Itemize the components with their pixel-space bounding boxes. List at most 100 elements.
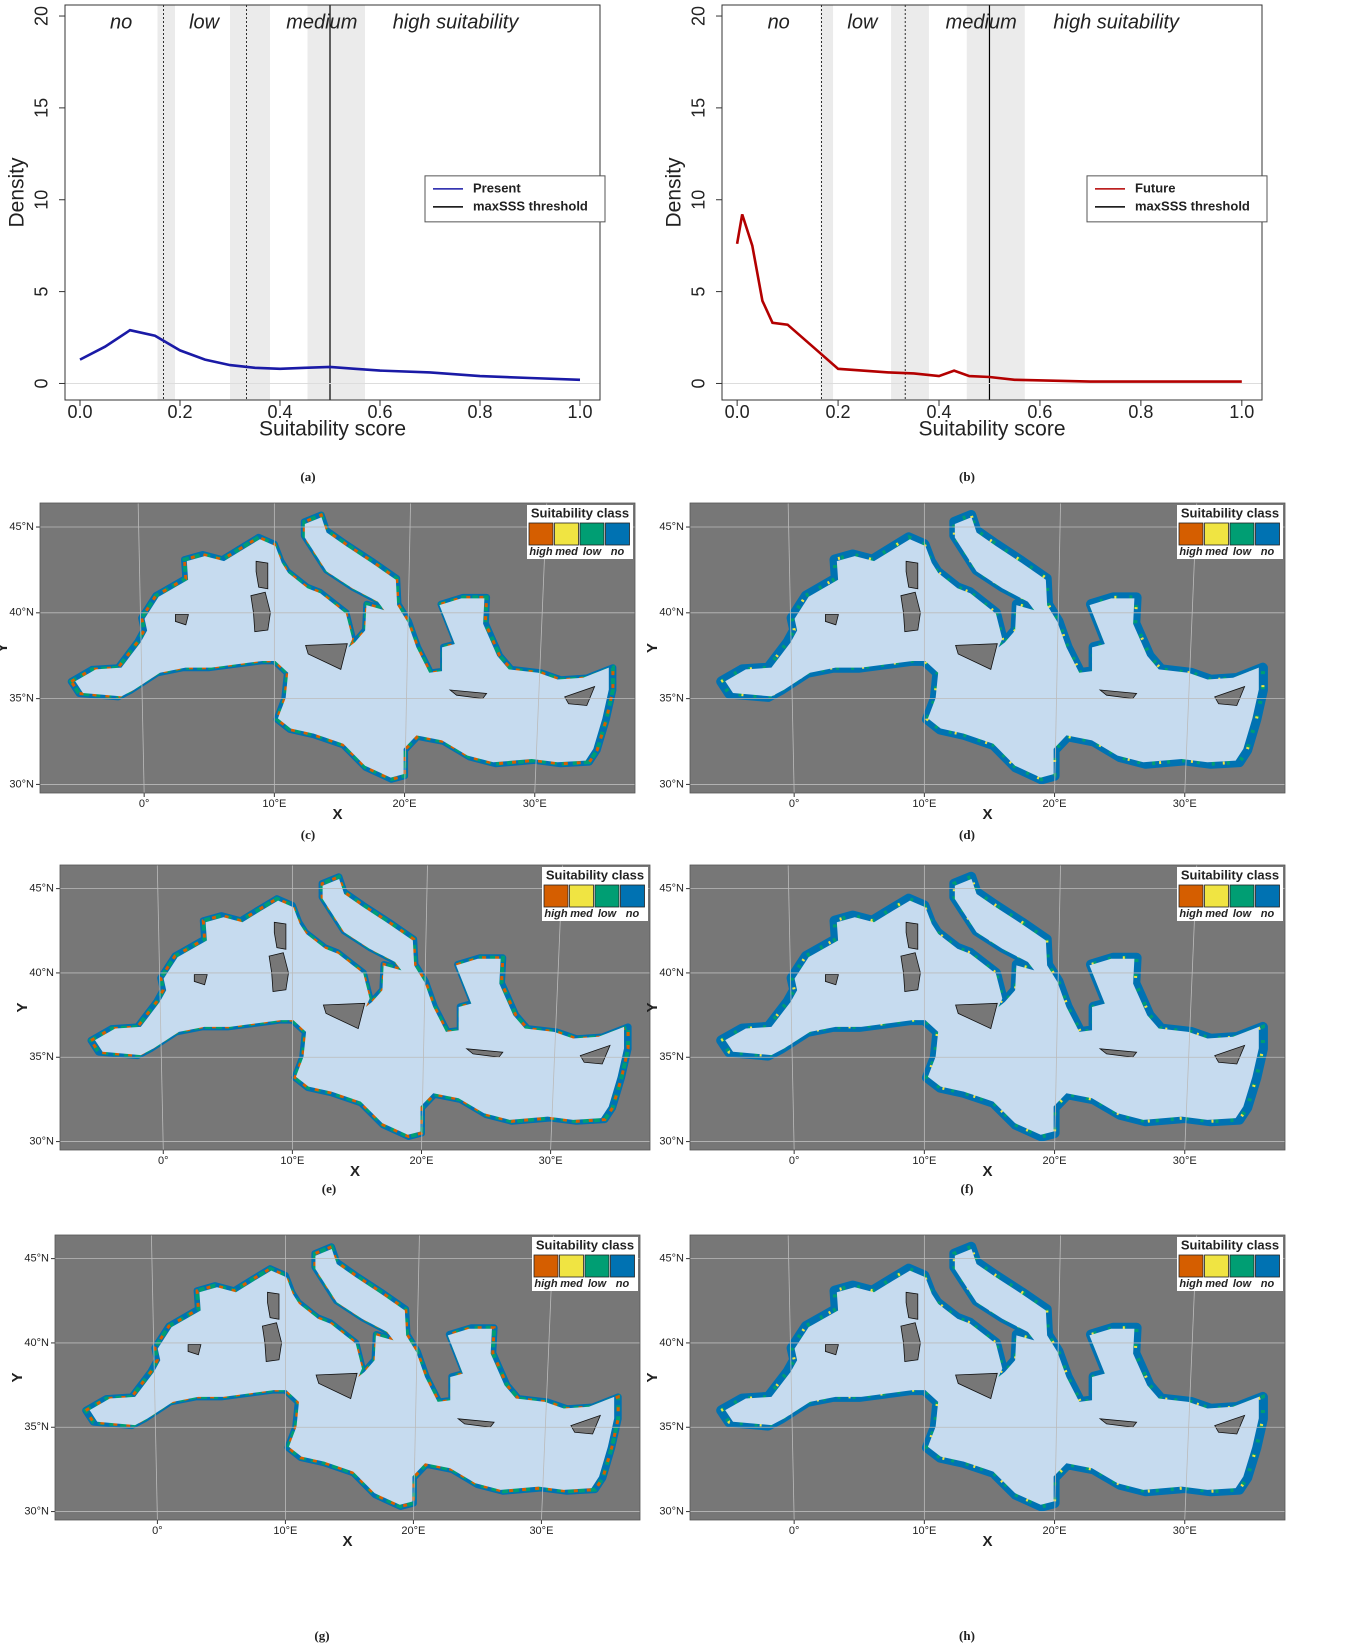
x-tick-label: 0.2 (167, 402, 192, 422)
y-tick-label: 35°N (659, 1421, 684, 1433)
x-tick-label: 1.0 (1229, 402, 1254, 422)
legend-swatch (1255, 884, 1280, 908)
y-tick-label: 35°N (29, 1051, 54, 1063)
x-tick-label: 0.8 (467, 402, 492, 422)
caption: (e) (322, 1181, 336, 1196)
y-tick-label: 45°N (24, 1253, 49, 1265)
map-frame (59, 864, 651, 1151)
y-tick-label: 45°N (29, 883, 54, 895)
y-tick-label: 5 (32, 287, 52, 297)
y-tick-label: 45°N (659, 521, 684, 533)
map-area (55, 1235, 640, 1520)
caption: (b) (959, 469, 975, 484)
x-tick-label: 1.0 (567, 402, 592, 422)
x-tick-label: 20°E (401, 1525, 425, 1537)
legend-label: maxSSS threshold (1135, 198, 1250, 213)
island (825, 974, 839, 986)
island (1214, 1044, 1246, 1065)
legend-swatch (620, 884, 645, 908)
y-tick-label: 15 (689, 98, 709, 118)
map-panel: 0° 10°E 20°E 30°E 30°N 35°N 40°N 45°N Suitabilit… (0, 502, 636, 842)
legend-swatch (1229, 522, 1255, 546)
legend-label: no (616, 1278, 630, 1290)
legend-title: Suitability class (546, 867, 644, 882)
density-panel: 0.0 0.2 0.4 0.6 0.8 1.0 0 5 10 15 20 no low medium hig… (663, 4, 1268, 484)
legend-label: no (1261, 1278, 1275, 1290)
x-tick-label: 0.8 (1128, 402, 1153, 422)
island (193, 974, 208, 986)
legend-label: high (1179, 1278, 1202, 1290)
island (273, 921, 287, 950)
island (579, 1044, 611, 1065)
y-tick-label: 5 (689, 287, 709, 297)
y-axis-title: Y (644, 1002, 661, 1012)
y-tick-label: 35°N (659, 693, 684, 705)
x-tick-label: 30°E (1173, 1525, 1197, 1537)
legend-label: no (611, 546, 625, 558)
grid-line (787, 865, 795, 1150)
legend-swatch (610, 1254, 635, 1278)
legend-label: med (570, 908, 593, 920)
island (1214, 1414, 1246, 1435)
x-tick-label: 30°E (1173, 1155, 1197, 1167)
x-tick-label: 0° (789, 1155, 800, 1167)
legend-swatch (579, 522, 605, 546)
x-axis-title: X (982, 1163, 992, 1180)
x-tick-label: 0° (152, 1525, 163, 1537)
grid-line (413, 1235, 420, 1520)
legend-label: low (588, 1278, 608, 1290)
island (305, 643, 348, 670)
region-label: low (847, 11, 879, 33)
legend-swatch (1178, 1254, 1204, 1278)
legend-label: no (1261, 908, 1275, 920)
y-tick-label: 35°N (659, 1051, 684, 1063)
legend-label: low (1233, 908, 1253, 920)
x-tick-label: 30°E (529, 1525, 553, 1537)
x-tick-label: 20°E (1043, 1155, 1067, 1167)
x-axis-title: X (982, 1533, 992, 1550)
legend-title: Suitability class (1181, 1237, 1279, 1252)
legend-label: med (560, 1278, 583, 1290)
legend-title: Suitability class (1181, 867, 1279, 882)
legend-label: Future (1135, 180, 1175, 195)
legend-swatch (1204, 1254, 1229, 1278)
legend-label: no (1261, 546, 1275, 558)
island (1214, 685, 1246, 706)
map-frame (54, 1234, 641, 1521)
mean-density-line (735, 214, 1242, 383)
legend-title: Suitability class (1181, 505, 1279, 520)
legend-swatch (1229, 884, 1255, 908)
island (825, 1344, 839, 1356)
legend-label: high (1179, 908, 1202, 920)
y-tick-label: 40°N (659, 1337, 684, 1349)
x-tick-label: 0.6 (1027, 402, 1052, 422)
legend-swatch (1204, 522, 1229, 546)
island (825, 614, 839, 626)
legend-swatch (559, 1254, 584, 1278)
x-tick-label: 0.0 (725, 402, 750, 422)
y-tick-label: 20 (689, 6, 709, 26)
legend-label: low (583, 546, 603, 558)
x-tick-label: 10°E (912, 1525, 936, 1537)
island (187, 1344, 202, 1356)
caption: (d) (959, 827, 975, 842)
x-tick-label: 0.4 (926, 402, 951, 422)
island (564, 685, 596, 706)
x-tick-label: 30°E (539, 1155, 563, 1167)
class-band (157, 5, 175, 400)
x-tick-label: 20°E (1043, 798, 1067, 810)
x-tick-label: 0° (789, 1525, 800, 1537)
grid-line (404, 503, 411, 793)
map-panel: 0° 10°E 20°E 30°E 30°N 35°N 40°N 45°N Suitabilit… (644, 502, 1286, 842)
y-tick-label: 30°N (659, 1505, 684, 1517)
region-label: high suitability (393, 11, 520, 33)
y-axis-title: Density (663, 157, 686, 228)
x-tick-label: 10°E (280, 1155, 304, 1167)
x-tick-label: 20°E (409, 1155, 433, 1167)
legend-swatch (569, 884, 594, 908)
y-tick-label: 10 (32, 190, 52, 210)
legend-label: maxSSS threshold (473, 198, 588, 213)
y-tick-label: 35°N (9, 693, 34, 705)
x-tick-label: 10°E (912, 1155, 936, 1167)
legend-swatch (1229, 1254, 1255, 1278)
